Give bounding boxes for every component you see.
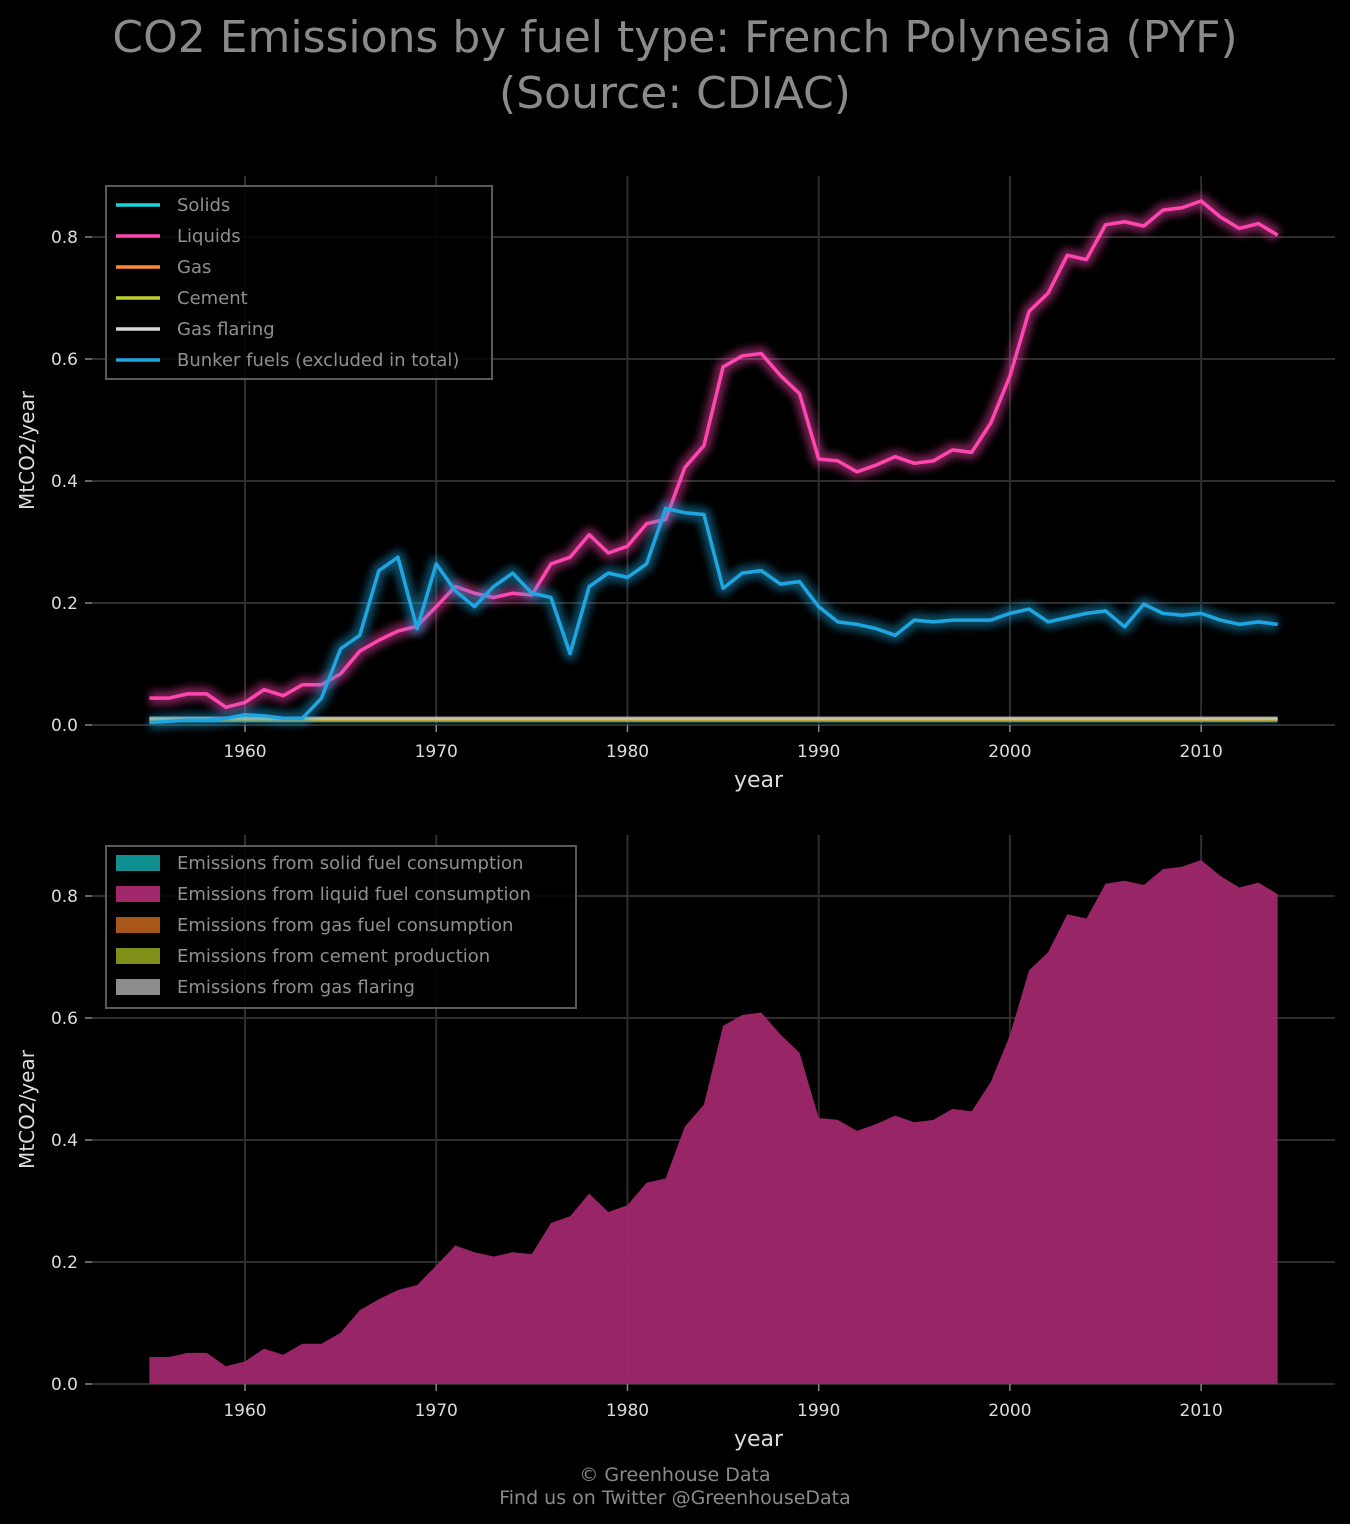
legend-label-gas_flaring: Gas flaring — [177, 319, 275, 340]
x-tick-label: 1990 — [797, 1401, 840, 1421]
y-tick-label: 0.2 — [51, 1253, 78, 1273]
x-tick-label: 1980 — [606, 1401, 649, 1421]
legend-label-gas: Gas — [177, 257, 211, 278]
footer-twitter: Find us on Twitter @GreenhouseData — [499, 1487, 851, 1509]
chart-subtitle: (Source: CDIAC) — [499, 68, 851, 119]
footer-credit: © Greenhouse Data — [579, 1464, 771, 1486]
x-axis-label: year — [734, 1427, 784, 1452]
legend-box — [105, 845, 577, 1009]
legend-label-bunker: Bunker fuels (excluded in total) — [177, 350, 459, 371]
legend-swatch-area_flaring — [116, 979, 160, 995]
y-tick-label: 0.6 — [51, 1009, 78, 1029]
legend-label-cement: Cement — [177, 288, 248, 309]
y-tick-label: 0.6 — [51, 350, 78, 370]
y-tick-label: 0.2 — [51, 594, 78, 614]
y-tick-label: 0.0 — [51, 1375, 78, 1395]
legend-swatch-area_gas — [116, 917, 160, 933]
x-tick-label: 1960 — [223, 1401, 266, 1421]
y-axis-label: MtCO2/year — [15, 390, 39, 510]
x-tick-label: 2010 — [1180, 742, 1223, 762]
x-tick-label: 2010 — [1180, 1401, 1223, 1421]
legend-label-area_cement: Emissions from cement production — [177, 946, 490, 967]
area-chart: 0.0 0.2 0.4 0.6 0.8 1960 1970 1980 1990 2000 2010 y… — [15, 835, 1335, 1452]
x-tick-label: 2000 — [988, 1401, 1031, 1421]
legend-label-area_solid: Emissions from solid fuel consumption — [177, 853, 523, 874]
x-tick-label: 1970 — [415, 742, 458, 762]
legend-label-area_flaring: Emissions from gas flaring — [177, 977, 415, 998]
y-tick-label: 0.8 — [51, 887, 78, 907]
y-tick-label: 0.4 — [51, 472, 78, 492]
line-bunker — [149, 506, 1278, 725]
x-tick-label: 1960 — [223, 742, 266, 762]
area-liquid — [149, 860, 1278, 1384]
x-tick-label: 1970 — [415, 1401, 458, 1421]
legend-label-liquids: Liquids — [177, 226, 241, 247]
x-axis-label: year — [734, 768, 784, 793]
x-tick-label: 1980 — [606, 742, 649, 762]
legend-box — [105, 185, 493, 380]
y-tick-label: 0.0 — [51, 716, 78, 736]
line-chart: 0.0 0.2 0.4 0.6 0.8 1960 1970 1980 1990 2000 2010 y… — [15, 176, 1335, 793]
y-tick-label: 0.8 — [51, 228, 78, 248]
legend-swatch-area_cement — [116, 948, 160, 964]
x-tick-label: 1990 — [797, 742, 840, 762]
chart-title: CO2 Emissions by fuel type: French Polyn… — [112, 12, 1238, 63]
legend-label-solids: Solids — [177, 195, 230, 216]
x-tick-label: 2000 — [988, 742, 1031, 762]
legend-label-area_gas: Emissions from gas fuel consumption — [177, 915, 513, 936]
legend-swatch-area_solid — [116, 855, 160, 871]
y-axis-label: MtCO2/year — [15, 1049, 39, 1169]
y-tick-label: 0.4 — [51, 1131, 78, 1151]
legend-swatch-area_liquid — [116, 886, 160, 902]
legend-label-area_liquid: Emissions from liquid fuel consumption — [177, 884, 531, 905]
